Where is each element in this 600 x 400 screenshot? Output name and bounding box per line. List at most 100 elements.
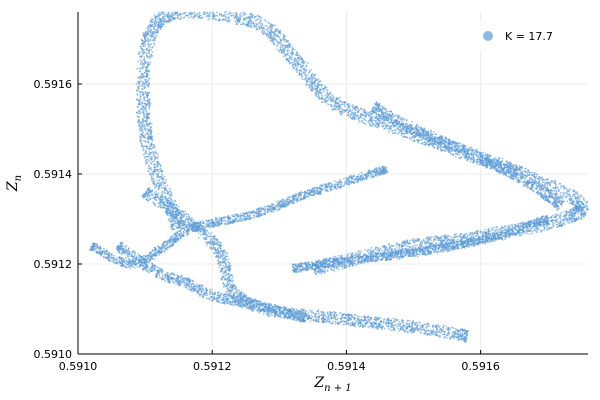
data-point: [142, 131, 145, 134]
data-point: [145, 109, 148, 112]
data-point: [326, 269, 329, 272]
data-point: [560, 211, 563, 214]
data-point: [295, 53, 298, 56]
data-point: [147, 26, 150, 29]
data-point: [139, 70, 141, 73]
data-point: [163, 203, 166, 206]
data-point: [137, 110, 140, 113]
data-point: [153, 42, 155, 45]
data-point: [278, 30, 281, 32]
data-point: [563, 210, 566, 213]
data-point: [160, 22, 163, 25]
data-point: [149, 39, 152, 42]
data-point: [578, 209, 581, 212]
data-point: [188, 16, 190, 19]
data-point: [565, 196, 567, 199]
data-point: [277, 41, 279, 43]
data-point: [255, 18, 258, 21]
data-point: [406, 119, 408, 121]
data-point: [153, 35, 155, 38]
data-point: [464, 235, 467, 238]
data-point: [286, 44, 288, 47]
data-point: [576, 208, 578, 211]
data-point: [144, 66, 147, 68]
data-point: [160, 11, 163, 14]
data-point: [333, 101, 336, 104]
data-point: [323, 90, 325, 92]
data-point: [145, 150, 148, 152]
data-point: [147, 164, 150, 167]
data-point: [453, 238, 456, 241]
data-point: [149, 162, 152, 164]
data-point: [137, 100, 140, 102]
data-point: [171, 200, 174, 203]
data-point: [144, 99, 147, 102]
data-point: [145, 112, 148, 115]
data-point: [351, 109, 354, 111]
data-point: [518, 168, 521, 171]
data-point: [227, 13, 229, 16]
data-point: [566, 217, 568, 220]
data-point: [289, 51, 292, 54]
data-point: [250, 26, 253, 29]
data-point: [139, 62, 142, 65]
data-point: [174, 199, 176, 202]
data-point: [136, 94, 139, 97]
data-point: [360, 107, 363, 110]
data-point: [364, 123, 367, 126]
data-point: [567, 222, 569, 224]
data-point: [553, 222, 555, 224]
data-point: [413, 237, 415, 240]
data-point: [195, 14, 197, 17]
data-point: [340, 103, 343, 106]
data-point: [540, 230, 542, 233]
data-point: [228, 11, 231, 14]
data-point: [147, 46, 150, 49]
data-point: [313, 271, 316, 273]
data-point: [310, 68, 313, 71]
data-point: [424, 242, 427, 245]
data-point: [149, 34, 151, 37]
data-point: [484, 228, 487, 231]
data-point: [433, 146, 435, 149]
data-point: [279, 42, 282, 45]
data-point: [554, 183, 557, 185]
data-point: [367, 120, 369, 123]
data-point: [372, 107, 374, 110]
data-point: [149, 32, 152, 34]
data-point: [138, 51, 141, 53]
data-point: [244, 13, 246, 16]
data-point: [171, 217, 173, 220]
data-point: [520, 222, 523, 225]
data-point: [259, 19, 262, 21]
data-point: [145, 54, 148, 57]
data-point: [144, 127, 146, 130]
data-point: [301, 78, 304, 80]
data-point: [578, 217, 580, 220]
data-point: [145, 67, 148, 70]
data-point: [477, 229, 479, 232]
data-point: [441, 240, 444, 243]
data-point: [166, 189, 168, 192]
data-point: [156, 181, 159, 184]
data-point: [258, 15, 261, 18]
data-point: [283, 35, 286, 37]
data-point: [140, 91, 143, 93]
data-point: [338, 108, 341, 110]
data-point: [303, 78, 306, 81]
data-point: [141, 76, 144, 79]
data-point: [144, 51, 147, 54]
data-point: [317, 270, 319, 273]
data-point: [362, 114, 365, 117]
data-point: [376, 104, 379, 107]
data-point: [444, 150, 447, 153]
data-point: [321, 91, 323, 94]
data-point: [375, 103, 378, 105]
data-point: [458, 234, 461, 237]
data-point: [481, 232, 484, 235]
data-point: [582, 210, 585, 213]
data-point: [534, 229, 537, 232]
data-point: [147, 169, 150, 172]
data-point: [165, 179, 168, 181]
data-point: [535, 184, 538, 187]
